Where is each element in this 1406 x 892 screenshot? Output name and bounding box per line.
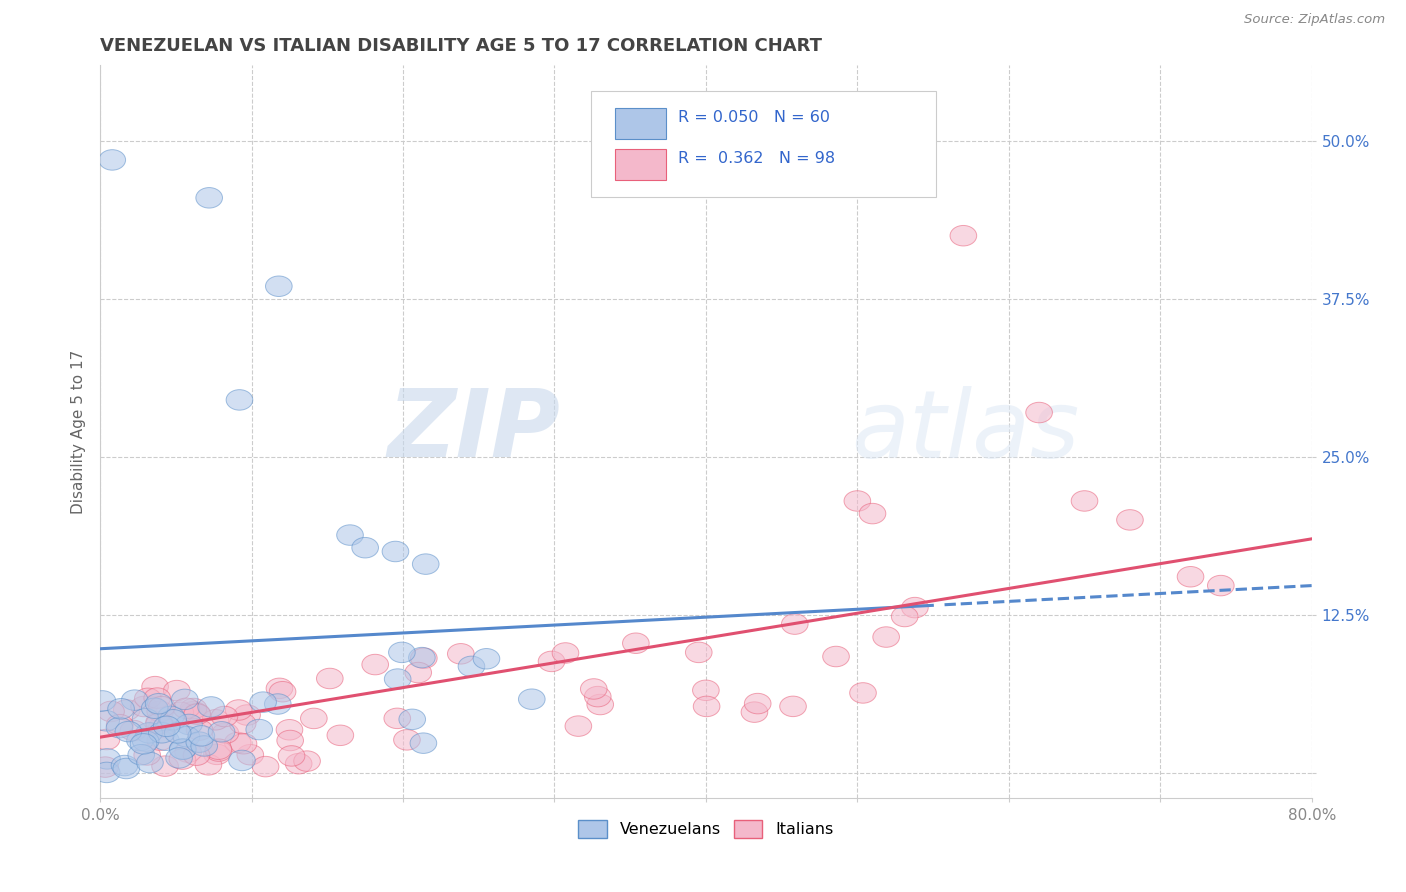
Text: Source: ZipAtlas.com: Source: ZipAtlas.com <box>1244 13 1385 27</box>
FancyBboxPatch shape <box>614 109 666 139</box>
FancyBboxPatch shape <box>614 150 666 180</box>
Text: atlas: atlas <box>851 386 1080 477</box>
Text: R =  0.362   N = 98: R = 0.362 N = 98 <box>678 152 835 167</box>
Legend: Venezuelans, Italians: Venezuelans, Italians <box>572 814 839 845</box>
Text: ZIP: ZIP <box>388 385 561 477</box>
Text: VENEZUELAN VS ITALIAN DISABILITY AGE 5 TO 17 CORRELATION CHART: VENEZUELAN VS ITALIAN DISABILITY AGE 5 T… <box>100 37 823 55</box>
Text: R = 0.050   N = 60: R = 0.050 N = 60 <box>678 111 830 126</box>
Y-axis label: Disability Age 5 to 17: Disability Age 5 to 17 <box>72 350 86 514</box>
FancyBboxPatch shape <box>591 91 936 197</box>
